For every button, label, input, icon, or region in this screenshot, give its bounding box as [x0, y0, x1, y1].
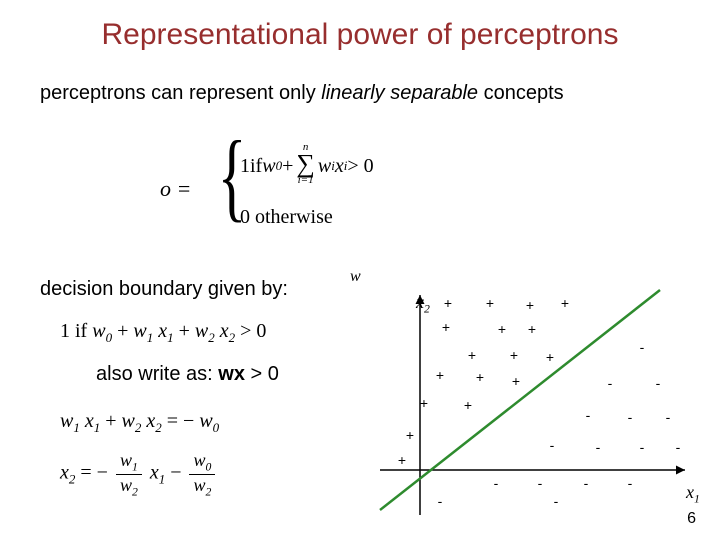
page-number: 6 [687, 510, 696, 528]
svg-text:-: - [586, 407, 591, 423]
svg-text:-: - [628, 409, 633, 425]
svg-text:-: - [596, 439, 601, 455]
subtitle: perceptrons can represent only linearly … [40, 82, 564, 105]
subtitle-italic: linearly separable [321, 82, 478, 104]
svg-text:+: + [512, 373, 520, 389]
svg-text:-: - [656, 375, 661, 391]
svg-text:+: + [444, 295, 452, 311]
svg-text:-: - [666, 409, 671, 425]
svg-text:-: - [640, 339, 645, 355]
svg-text:-: - [608, 375, 613, 391]
svg-text:-: - [494, 475, 499, 491]
svg-text:-: - [628, 475, 633, 491]
svg-text:+: + [510, 347, 518, 363]
subtitle-post: concepts [478, 82, 564, 104]
svg-text:+: + [486, 295, 494, 311]
svg-text:-: - [584, 475, 589, 491]
svg-text:-: - [640, 439, 645, 455]
also-write-label: also write as: wx > 0 [96, 363, 279, 386]
piecewise-lhs: o = [160, 176, 191, 202]
piecewise-case1: 1 if w0 + n ∑ i=1 wi xi > 0 [240, 144, 374, 188]
chart-svg: +++++++++++++++++---------------- [380, 290, 690, 520]
svg-text:+: + [406, 427, 414, 443]
svg-text:+: + [398, 452, 406, 468]
subtitle-pre: perceptrons can represent only [40, 82, 321, 104]
svg-text:-: - [538, 475, 543, 491]
piecewise-case2: 0 otherwise [240, 206, 333, 229]
x2-equation: x2 = − w1 w2 x1 − w0 w2 [60, 450, 218, 498]
svg-text:+: + [476, 369, 484, 385]
svg-text:+: + [436, 367, 444, 383]
svg-text:+: + [528, 321, 536, 337]
piecewise-equation: o = { 1 if w0 + n ∑ i=1 wi xi > 0 0 othe… [160, 130, 460, 250]
svg-text:+: + [464, 397, 472, 413]
decision-boundary-label: decision boundary given by: [40, 278, 288, 301]
svg-text:-: - [550, 437, 555, 453]
svg-text:+: + [442, 319, 450, 335]
hyperplane-equation: w1 x1 + w2 x2 = − w0 [60, 410, 219, 436]
fraction-2: w0 w2 [189, 450, 215, 498]
svg-text:+: + [561, 295, 569, 311]
svg-text:+: + [468, 347, 476, 363]
slide-title: Representational power of perceptrons [0, 18, 720, 52]
svg-text:+: + [546, 349, 554, 365]
svg-text:+: + [498, 321, 506, 337]
svg-text:+: + [420, 395, 428, 411]
svg-text:-: - [438, 493, 443, 509]
scatter-chart: +++++++++++++++++---------------- [380, 290, 690, 520]
svg-text:+: + [526, 297, 534, 313]
w-axis-label: w [350, 268, 361, 286]
svg-text:-: - [554, 493, 559, 509]
condition-equation: 1 if w0 + w1 x1 + w2 x2 > 0 [60, 320, 266, 346]
sigma-icon: n ∑ i=1 [296, 142, 315, 186]
svg-text:-: - [676, 439, 681, 455]
fraction-1: w1 w2 [116, 450, 142, 498]
